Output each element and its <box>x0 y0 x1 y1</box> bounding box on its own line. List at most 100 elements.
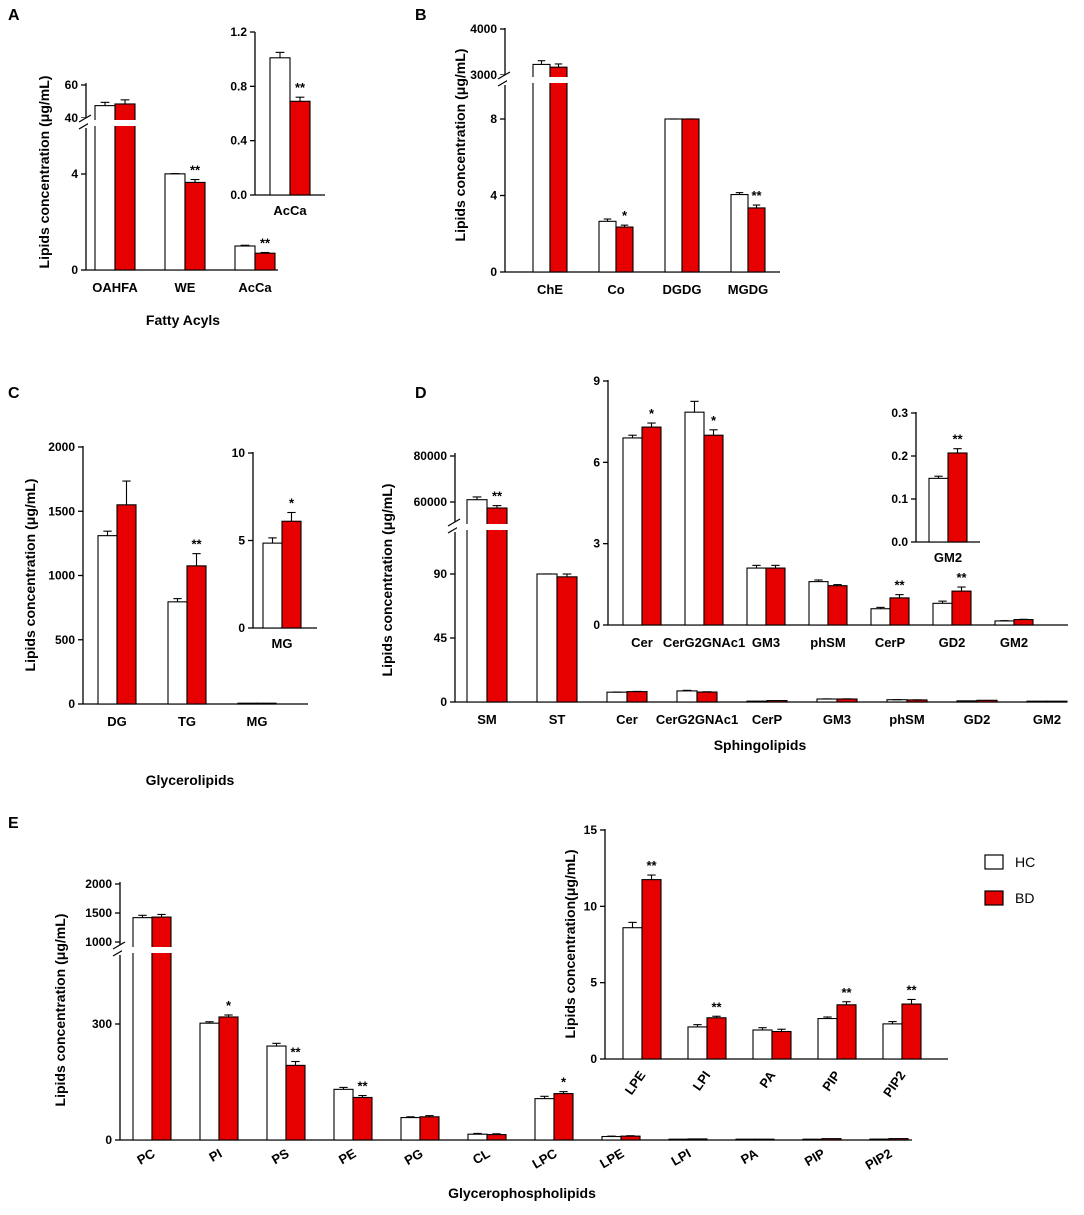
a-axis-break-gap <box>78 118 92 128</box>
d-inset2-xlabel: GM2 <box>934 550 962 565</box>
c-ytick-label: 0 <box>68 697 75 711</box>
d-panel-label: D <box>415 385 427 402</box>
e-category-label: PI <box>206 1146 224 1165</box>
b-panel-label: B <box>415 7 427 24</box>
c-ytick-label: 2000 <box>48 440 75 454</box>
e-ytick-label: 0 <box>105 1133 112 1147</box>
d-inset2-significance: ** <box>952 432 963 447</box>
d-inset-bar-bd-gd2 <box>951 590 972 626</box>
e-inset-bar-hc-pip2 <box>882 1023 903 1060</box>
a-panel-label: A <box>8 7 20 24</box>
e-category-label: CL <box>470 1146 493 1168</box>
a-inset-ytick-label: 0.0 <box>230 188 247 202</box>
e-axis-break-gap <box>112 945 126 955</box>
b-bar-hc-mgdg <box>730 193 749 273</box>
e-inset-ytick-label: 5 <box>590 976 597 990</box>
d-inset-bar-bd-cerg2gnac1 <box>703 434 724 626</box>
e-inset-significance: ** <box>841 985 852 1000</box>
e-inset-ytick-label: 15 <box>584 823 598 837</box>
b-ylabel: Lipids concentration (μg/mL) <box>452 49 468 242</box>
c-ytick-label: 1000 <box>48 569 75 583</box>
d-inset-ytick-label: 0 <box>593 618 600 632</box>
a-inset-significance: ** <box>295 80 306 95</box>
d-inset-significance: ** <box>894 578 905 593</box>
b-bar-bd-dgdg <box>681 118 700 273</box>
c-inset-ytick-label: 10 <box>232 446 246 460</box>
e-ytick-label: 1500 <box>85 906 112 920</box>
c-ylabel: Lipids concentration (μg/mL) <box>22 479 38 672</box>
a-bar-hc-oahfa <box>94 105 116 271</box>
e-bar-bd-pip2 <box>888 1138 909 1141</box>
e-bar-bd-lpi <box>687 1138 708 1141</box>
d-inset2-bar-bd-gm2 <box>947 452 968 543</box>
c-inset-xlabel: MG <box>272 636 293 651</box>
c-ytick-label: 1500 <box>48 504 75 518</box>
d-xlabel: Sphingolipids <box>714 737 807 753</box>
b-ytick-label: 8 <box>490 112 497 126</box>
e-inset-bar-bd-pip2 <box>901 1003 922 1060</box>
b-axis-break-gap <box>497 75 511 85</box>
d-inset2-bar-hc-gm2 <box>928 477 949 543</box>
a-ytick-label: 40 <box>65 111 79 125</box>
c-bar-bd-mg <box>256 702 277 705</box>
d-inset-ytick-label: 3 <box>593 537 600 551</box>
e-inset-category-label: PA <box>756 1068 778 1091</box>
d-bar-bd-cerp <box>766 700 788 703</box>
e-xlabel: Glycerophospholipids <box>448 1185 596 1201</box>
c-significance: ** <box>191 537 202 552</box>
a-ylabel: Lipids concentration (μg/mL) <box>36 76 52 269</box>
d-inset-category-label: GD2 <box>939 635 966 650</box>
legend-label-hc: HC <box>1015 854 1035 870</box>
d-bar-hc-gm3 <box>816 698 838 703</box>
c-bar-hc-mg <box>237 702 258 705</box>
d-bar-bd-sm <box>486 507 508 703</box>
d-inset-bar-hc-gm3 <box>746 567 767 626</box>
d-ylabel: Lipids concentration (μg/mL) <box>379 484 395 677</box>
d-significance: ** <box>492 489 503 504</box>
d-ytick-label: 45 <box>434 631 448 645</box>
e-significance: * <box>226 998 232 1013</box>
d-category-label: CerP <box>752 712 783 727</box>
e-significance: * <box>561 1075 567 1090</box>
d-inset-bar-bd-cer <box>641 426 662 626</box>
c-inset-ytick-label: 0 <box>238 621 245 635</box>
d-ytick-label: 60000 <box>414 495 448 509</box>
d-inset-category-label: CerG2GNAc1 <box>663 635 745 650</box>
e-bar-bd-ps <box>285 1064 306 1141</box>
c-bar-hc-tg <box>167 601 188 705</box>
e-bar-hc-ps <box>266 1045 287 1141</box>
e-category-label: PG <box>402 1146 426 1168</box>
a-inset-ytick-label: 0.8 <box>230 79 247 93</box>
b-ytick-label: 0 <box>490 265 497 279</box>
e-category-label: PS <box>269 1145 292 1167</box>
e-category-label: PIP <box>802 1145 828 1169</box>
e-bar-hc-lpc <box>534 1098 555 1141</box>
d-inset-ytick-label: 9 <box>593 374 600 388</box>
legend-label-bd: BD <box>1015 890 1034 906</box>
e-bar-bd-lpc <box>553 1093 574 1141</box>
b-bar-bd-co <box>615 226 634 273</box>
legend-swatch-bd <box>984 890 1004 906</box>
b-ytick-label: 4000 <box>470 22 497 36</box>
d-category-label: phSM <box>889 712 924 727</box>
d-ytick-label: 0 <box>440 695 447 709</box>
e-category-label: LPC <box>529 1145 560 1171</box>
legend-swatch-hc <box>984 854 1004 870</box>
c-inset-bar-bd-mg <box>281 520 302 629</box>
e-bar-bd-pi <box>218 1016 239 1141</box>
e-category-label: PIP2 <box>863 1146 895 1173</box>
d-bar-break-band <box>457 524 519 530</box>
e-bar-break-band <box>122 947 182 953</box>
e-bar-hc-pg <box>400 1117 421 1141</box>
e-bar-bd-pe <box>352 1096 373 1141</box>
d-bar-hc-cer <box>606 691 628 703</box>
d-inset-category-label: GM3 <box>752 635 780 650</box>
e-inset-significance: ** <box>906 982 917 997</box>
d-category-label: Cer <box>616 712 638 727</box>
d-ytick-label: 90 <box>434 567 448 581</box>
c-category-label: DG <box>107 714 127 729</box>
e-inset-bar-hc-lpi <box>687 1026 708 1060</box>
d-bar-hc-sm <box>466 499 488 703</box>
a-bar-hc-we <box>164 173 186 271</box>
